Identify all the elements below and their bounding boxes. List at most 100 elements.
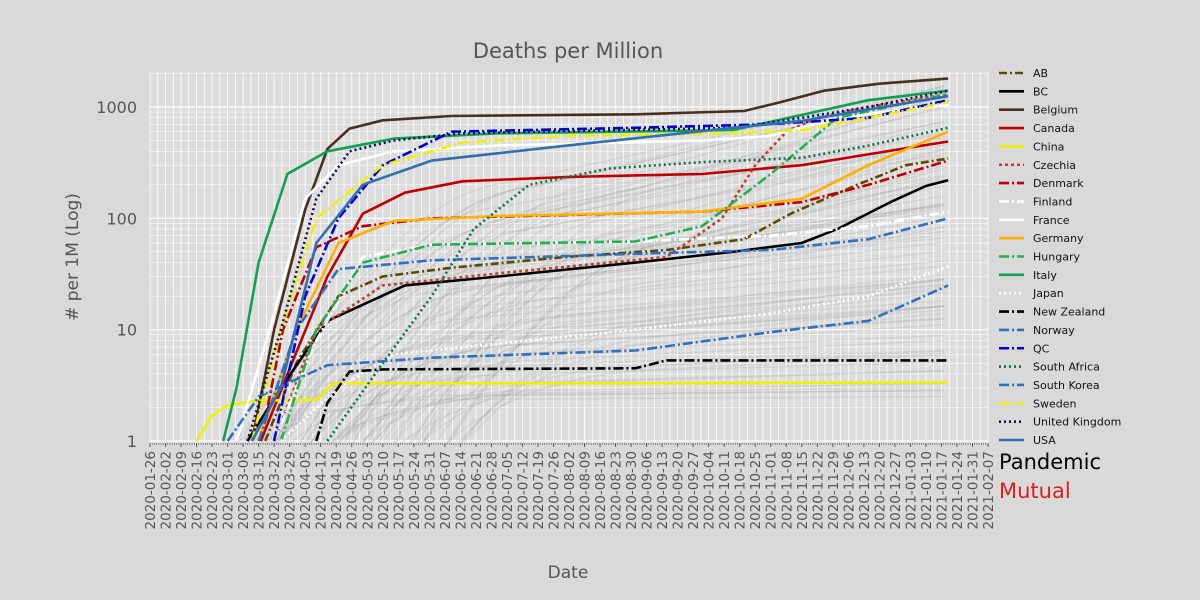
background-country-line bbox=[309, 265, 945, 444]
background-country-line bbox=[351, 195, 945, 444]
x-tick-label: 2021-01-10 bbox=[919, 451, 935, 529]
legend-label: Germany bbox=[1033, 232, 1084, 245]
x-tick-label: 2020-07-19 bbox=[531, 451, 547, 529]
chart-title: Deaths per Million bbox=[473, 39, 663, 63]
x-tick-label: 2020-08-30 bbox=[624, 451, 640, 529]
legend-label: China bbox=[1033, 140, 1064, 153]
x-tick-label: 2020-08-09 bbox=[578, 451, 594, 529]
y-tick-label: 1 bbox=[127, 432, 137, 451]
background-country-line bbox=[378, 95, 945, 444]
x-tick-label: 2021-01-24 bbox=[950, 451, 966, 529]
x-tick-label: 2020-12-06 bbox=[841, 451, 857, 529]
background-country-line bbox=[334, 278, 945, 444]
x-tick-labels: 2020-01-26 2020-02-02 2020-02-09 2020-02-16… bbox=[143, 443, 997, 529]
background-country-line bbox=[338, 280, 945, 444]
x-tick-label: 2020-06-28 bbox=[484, 451, 500, 529]
x-tick-label: 2020-05-03 bbox=[360, 451, 376, 529]
legend-label: France bbox=[1033, 214, 1070, 227]
background-country-line bbox=[280, 131, 945, 444]
background-country-line bbox=[310, 225, 945, 444]
background-country-line bbox=[330, 386, 945, 444]
x-tick-label: 2020-03-15 bbox=[252, 451, 268, 529]
x-tick-label: 2020-03-08 bbox=[236, 451, 252, 529]
series-line-denmark bbox=[259, 159, 949, 442]
x-tick-label: 2020-09-27 bbox=[686, 451, 702, 529]
x-tick-label: 2020-07-12 bbox=[515, 451, 531, 529]
background-country-line bbox=[319, 389, 945, 444]
background-country-line bbox=[446, 353, 945, 444]
x-tick-label: 2020-11-01 bbox=[764, 451, 780, 529]
x-tick-label: 2020-02-16 bbox=[190, 451, 206, 529]
background-country-line bbox=[394, 288, 945, 444]
background-country-line bbox=[320, 181, 945, 444]
background-country-line bbox=[446, 167, 945, 444]
legend-label: Czechia bbox=[1033, 159, 1076, 172]
series-line-united-kingdom bbox=[246, 89, 949, 442]
legend-label: QC bbox=[1033, 342, 1050, 355]
background-country-line bbox=[338, 250, 945, 444]
x-tick-label: 2020-07-05 bbox=[500, 451, 516, 529]
x-tick-label: 2020-10-04 bbox=[702, 451, 718, 529]
x-tick-label: 2020-03-22 bbox=[267, 451, 283, 529]
series-line-norway bbox=[257, 217, 949, 442]
x-axis-label: Date bbox=[548, 563, 589, 583]
x-tick-label: 2020-07-26 bbox=[546, 451, 562, 529]
y-tick-label: 100 bbox=[106, 209, 137, 228]
background-country-line bbox=[386, 283, 945, 444]
background-country-line bbox=[290, 361, 945, 444]
x-tick-label: 2020-10-18 bbox=[733, 451, 749, 529]
series-lines bbox=[195, 77, 949, 442]
x-tick-label: 2020-02-23 bbox=[205, 451, 221, 529]
x-tick-label: 2020-12-27 bbox=[888, 451, 904, 529]
x-tick-label: 2020-03-29 bbox=[283, 451, 299, 529]
x-tick-label: 2020-11-15 bbox=[795, 451, 811, 529]
background-country-line bbox=[411, 178, 945, 444]
x-tick-label: 2020-09-20 bbox=[671, 451, 687, 529]
x-tick-label: 2020-11-29 bbox=[826, 451, 842, 529]
y-grid bbox=[150, 73, 988, 442]
x-tick-label: 2020-06-14 bbox=[453, 451, 469, 529]
legend-label: Belgium bbox=[1033, 104, 1078, 117]
legend-label: Finland bbox=[1033, 195, 1072, 208]
legend-label: South Korea bbox=[1033, 379, 1100, 392]
series-line-usa bbox=[250, 94, 949, 442]
y-tick-label: 10 bbox=[117, 321, 137, 340]
series-line-japan bbox=[279, 265, 949, 442]
legend-label: Canada bbox=[1033, 122, 1075, 135]
background-country-line bbox=[417, 135, 945, 444]
background-country-line bbox=[331, 305, 945, 444]
x-tick-label: 2020-10-25 bbox=[748, 451, 764, 529]
background-country-line bbox=[352, 105, 945, 444]
series-line-hungary bbox=[279, 93, 949, 442]
x-tick-label: 2020-05-17 bbox=[391, 451, 407, 529]
background-country-line bbox=[422, 88, 945, 444]
background-country-line bbox=[286, 86, 945, 444]
series-line-italy bbox=[221, 89, 949, 442]
background-country-line bbox=[409, 215, 945, 444]
background-country-line bbox=[461, 285, 945, 444]
x-tick-label: 2020-05-24 bbox=[407, 451, 423, 529]
background-country-line bbox=[362, 202, 945, 444]
legend-label: BC bbox=[1033, 85, 1048, 98]
brand-name-pandemic: Pandemic bbox=[999, 450, 1101, 474]
x-tick-label: 2020-01-26 bbox=[143, 451, 159, 529]
x-tick-label: 2020-04-26 bbox=[345, 451, 361, 529]
legend-label: Norway bbox=[1033, 324, 1075, 337]
x-tick-label: 2020-08-16 bbox=[593, 451, 609, 529]
x-tick-label: 2021-01-03 bbox=[903, 451, 919, 529]
background-country-line bbox=[276, 260, 945, 444]
legend-label: Japan bbox=[1032, 287, 1064, 300]
x-tick-label: 2020-06-21 bbox=[469, 451, 485, 529]
x-grid bbox=[149, 72, 989, 443]
background-country-line bbox=[274, 92, 945, 444]
background-country-line bbox=[460, 278, 945, 444]
background-country-line bbox=[348, 85, 945, 444]
legend-label: Hungary bbox=[1033, 251, 1080, 264]
legend-label: Denmark bbox=[1033, 177, 1084, 190]
background-country-line bbox=[308, 318, 945, 444]
legend-label: USA bbox=[1033, 434, 1056, 447]
series-line-qc bbox=[272, 98, 949, 442]
x-tick-label: 2020-04-12 bbox=[314, 451, 330, 529]
x-tick-label: 2020-08-02 bbox=[562, 451, 578, 529]
series-line-canada bbox=[259, 140, 949, 442]
